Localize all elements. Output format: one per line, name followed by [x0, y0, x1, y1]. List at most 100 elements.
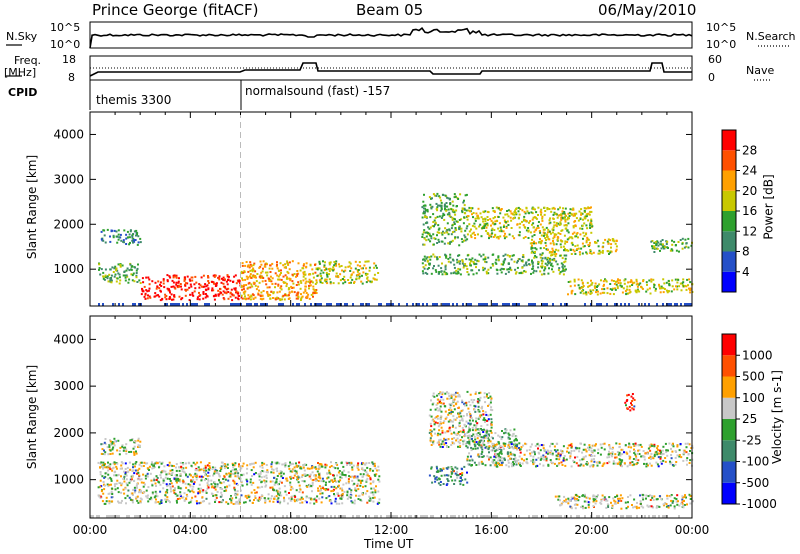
velocity-echo-cell — [533, 451, 536, 454]
velocity-echo-cell — [132, 451, 135, 454]
power-echo-cell — [504, 232, 506, 235]
power-echo-cell — [531, 238, 533, 241]
power-echo-cell — [585, 291, 587, 294]
velocity-echo-cell — [179, 473, 182, 476]
velocity-echo-cell — [148, 465, 151, 468]
velocity-echo-cell — [543, 458, 546, 461]
power-echo-cell — [272, 292, 275, 295]
velocity-echo-cell — [237, 474, 239, 477]
velocity-echo-cell — [261, 470, 264, 472]
power-echo-cell — [423, 210, 425, 213]
power-echo-cell — [166, 279, 169, 282]
power-echo-cell — [135, 229, 138, 232]
power-echo-cell — [373, 262, 376, 265]
velocity-echo-cell — [462, 429, 465, 432]
velocity-echo-cell — [342, 465, 345, 468]
velocity-echo-cell — [432, 392, 435, 395]
power-echo-cell — [305, 280, 308, 283]
power-echo-cell — [541, 217, 544, 220]
velocity-echo-cell — [644, 452, 647, 455]
velocity-echo-cell — [297, 478, 299, 480]
power-echo-cell — [653, 251, 656, 253]
velocity-echo-cell — [430, 466, 433, 469]
power-echo-cell — [251, 275, 254, 278]
power-echo-cell — [264, 263, 267, 266]
power-echo-cell — [185, 289, 187, 292]
velocity-echo-cell — [478, 463, 481, 466]
power-echo-cell — [585, 241, 588, 244]
velocity-echo-cell — [299, 502, 302, 504]
velocity-echo-cell — [153, 463, 155, 465]
velocity-echo-cell — [204, 468, 206, 471]
power-echo-cell — [180, 298, 183, 301]
velocity-echo-cell — [198, 469, 201, 472]
velocity-echo-cell — [354, 487, 357, 490]
power-echo-cell — [688, 287, 690, 290]
power-echo-cell — [452, 259, 455, 262]
power-echo-cell — [488, 234, 491, 237]
power-echo-cell — [473, 222, 476, 225]
power-echo-cell — [469, 210, 471, 213]
velocity-echo-cell — [454, 479, 457, 482]
power-echo-cell — [588, 284, 591, 287]
velocity-echo-cell — [318, 463, 321, 466]
power-echo-cell — [110, 281, 113, 284]
velocity-echo-cell — [293, 498, 296, 501]
power-echo-cell — [451, 239, 454, 242]
velocity-echo-cell — [529, 445, 532, 448]
velocity-echo-cell — [466, 459, 469, 462]
power-echo-cell — [688, 278, 691, 281]
power-ground-cell — [422, 303, 424, 306]
velocity-echo-cell — [288, 492, 290, 494]
velocity-echo-cell — [457, 440, 460, 443]
velocity-echo-cell — [588, 446, 591, 449]
power-echo-cell — [168, 296, 171, 298]
velocity-echo-cell — [361, 492, 364, 495]
velocity-echo-cell — [481, 462, 484, 465]
power-echo-cell — [357, 269, 360, 271]
velocity-echo-cell — [230, 470, 232, 473]
velocity-echo-cell — [190, 499, 193, 502]
velocity-echo-cell — [195, 500, 198, 503]
power-echo-cell — [438, 271, 441, 273]
power-echo-cell — [567, 231, 570, 234]
velocity-echo-cell — [545, 457, 548, 460]
power-echo-cell — [482, 210, 485, 213]
power-echo-cell — [252, 294, 255, 297]
velocity-echo-cell — [356, 475, 359, 478]
velocity-echo-cell — [676, 454, 679, 457]
velocity-echo-cell — [467, 422, 470, 425]
velocity-echo-cell — [628, 443, 631, 446]
velocity-echo-cell — [155, 492, 158, 495]
power-ground-cell — [680, 303, 682, 306]
velocity-echo-cell — [483, 436, 486, 439]
power-echo-cell — [650, 280, 653, 283]
velocity-echo-cell — [180, 465, 183, 468]
velocity-echo-cell — [303, 469, 306, 472]
velocity-echo-cell — [520, 446, 523, 449]
velocity-echo-cell — [378, 475, 381, 478]
velocity-echo-cell — [132, 447, 135, 450]
power-echo-cell — [444, 227, 447, 230]
power-echo-cell — [333, 264, 336, 267]
velocity-echo-cell — [452, 399, 455, 402]
velocity-echo-cell — [637, 452, 639, 455]
power-echo-cell — [473, 263, 476, 266]
power-echo-cell — [457, 254, 459, 257]
power-echo-cell — [424, 207, 427, 210]
power-echo-cell — [193, 283, 196, 286]
velocity-echo-cell — [678, 455, 681, 458]
velocity-echo-cell — [689, 450, 691, 452]
velocity-echo-cell — [113, 474, 116, 477]
power-echo-cell — [426, 221, 429, 224]
velocity-echo-cell — [252, 466, 255, 469]
velocity-echo-cell — [109, 453, 112, 455]
power-echo-cell — [447, 197, 450, 200]
velocity-echo-cell — [156, 495, 159, 498]
velocity-echo-cell — [154, 462, 157, 465]
velocity-echo-cell — [575, 462, 578, 465]
velocity-echo-cell — [338, 502, 341, 505]
power-echo-cell — [425, 231, 428, 234]
power-ground-cell — [204, 303, 206, 306]
velocity-echo-cell — [101, 466, 104, 468]
